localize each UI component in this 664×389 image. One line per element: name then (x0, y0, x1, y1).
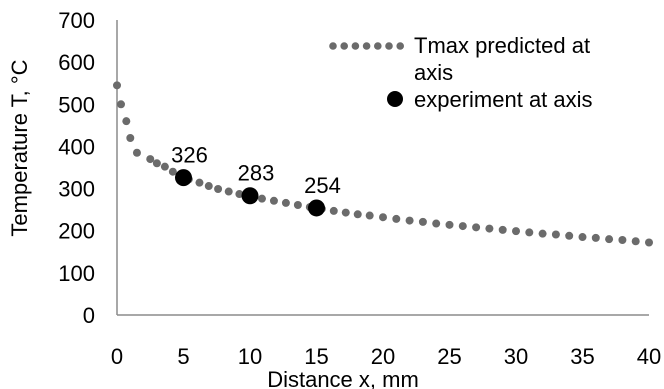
x-tick-label: 10 (238, 344, 262, 369)
legend-dot (329, 42, 337, 50)
predicted-point (618, 235, 627, 244)
legend-dot (385, 42, 393, 50)
legend-label-predicted-continued: axis (414, 60, 453, 85)
predicted-point (257, 194, 266, 203)
predicted-point (113, 81, 121, 90)
experiment-data-label: 326 (171, 143, 208, 168)
predicted-point (432, 219, 441, 228)
experiment-data-label: 254 (304, 173, 341, 198)
predicted-point (645, 238, 653, 247)
predicted-point (160, 162, 169, 171)
y-tick-label: 300 (58, 177, 95, 202)
x-tick-label: 5 (177, 344, 189, 369)
predicted-point (146, 155, 155, 164)
y-tick-label: 200 (58, 219, 95, 244)
predicted-point (485, 224, 494, 233)
legend: Tmax predicted at axis experiment at axi… (329, 33, 593, 112)
predicted-point (132, 148, 141, 157)
legend-dot (374, 42, 382, 50)
predicted-point (512, 227, 520, 236)
plot-area (116, 20, 649, 316)
predicted-point (605, 235, 614, 244)
predicted-point (472, 223, 481, 232)
predicted-point (122, 117, 131, 126)
x-tick-labels: 0 5 10 15 20 25 30 35 40 (111, 344, 661, 369)
predicted-point (329, 206, 338, 215)
predicted-point (445, 220, 454, 229)
predicted-point (525, 228, 534, 237)
y-tick-label: 600 (58, 50, 95, 75)
predicted-point (498, 225, 507, 234)
x-tick-label: 25 (437, 344, 461, 369)
predicted-point (379, 213, 387, 222)
predicted-point (631, 237, 640, 246)
predicted-point (565, 231, 574, 240)
x-tick-label: 35 (570, 344, 594, 369)
predicted-point (269, 196, 278, 205)
predicted-point (224, 187, 233, 196)
series-experiment: 326 283 254 (171, 143, 341, 217)
x-tick-label: 15 (304, 344, 328, 369)
predicted-point (126, 134, 135, 142)
predicted-point (578, 233, 587, 242)
x-tick-label: 0 (111, 344, 123, 369)
predicted-point (353, 210, 362, 219)
predicted-point (392, 214, 401, 223)
x-tick-label: 40 (637, 344, 661, 369)
y-tick-labels: 0 100 200 300 400 500 600 700 (58, 8, 95, 328)
experiment-point (308, 199, 325, 217)
predicted-point (116, 100, 125, 109)
predicted-point (551, 230, 560, 239)
predicted-point (235, 190, 244, 199)
predicted-point (214, 184, 223, 193)
y-tick-label: 500 (58, 92, 95, 117)
predicted-point (405, 216, 414, 225)
legend-marker-experiment (387, 91, 403, 107)
y-tick-label: 0 (83, 303, 95, 328)
predicted-point (591, 233, 600, 242)
legend-dot (340, 42, 349, 50)
experiment-point (175, 169, 192, 187)
x-tick-label: 30 (504, 344, 528, 369)
predicted-point (204, 182, 213, 191)
x-tick-label: 20 (371, 344, 395, 369)
legend-dot (396, 42, 405, 50)
x-axis-title: Distance x, mm (267, 367, 419, 389)
legend-dot (362, 42, 371, 50)
predicted-point (152, 159, 161, 168)
predicted-point (341, 208, 350, 217)
y-tick-label: 400 (58, 134, 95, 159)
predicted-point (293, 201, 302, 210)
predicted-point (458, 222, 467, 231)
legend-label-experiment: experiment at axis (414, 87, 593, 112)
predicted-point (168, 167, 177, 176)
experiment-point (241, 187, 259, 205)
y-axis-title: Temperature T, °C (7, 59, 32, 236)
experiment-data-label: 283 (238, 161, 275, 186)
legend-label-predicted: Tmax predicted at (414, 33, 590, 58)
predicted-point (418, 217, 427, 226)
legend-dot (351, 42, 360, 50)
predicted-point (538, 229, 547, 238)
predicted-point (281, 198, 290, 207)
y-tick-label: 100 (58, 261, 95, 286)
y-tick-label: 700 (58, 8, 95, 33)
legend-marker-predicted (329, 42, 405, 50)
predicted-point (195, 178, 204, 187)
predicted-point (365, 211, 374, 220)
